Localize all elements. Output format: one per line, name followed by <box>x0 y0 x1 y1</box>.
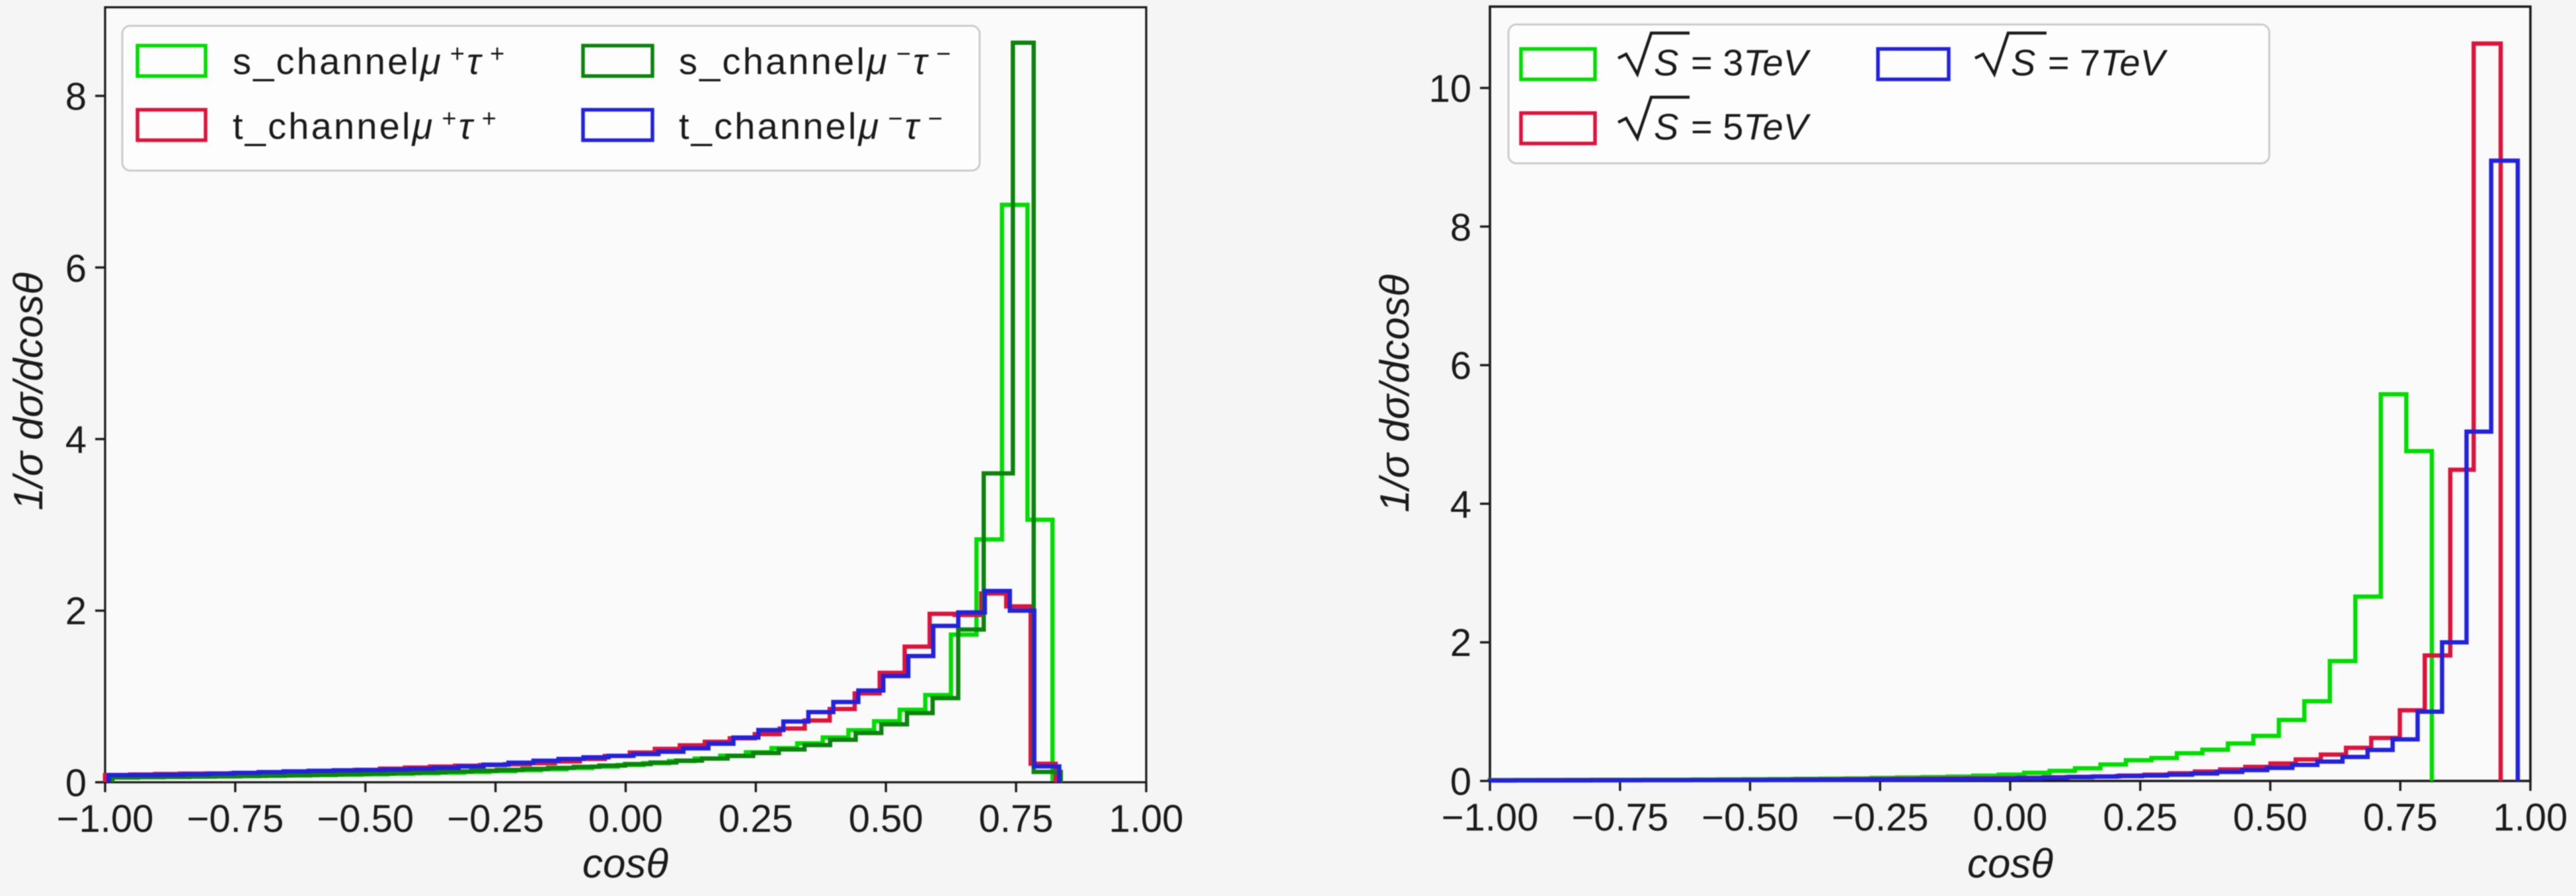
svg-text:S: S <box>2011 42 2035 83</box>
svg-text:0.00: 0.00 <box>1973 796 2048 839</box>
svg-text:0.00: 0.00 <box>588 797 663 840</box>
svg-text:4: 4 <box>65 419 87 462</box>
svg-text:−0.75: −0.75 <box>187 797 284 840</box>
svg-text:6: 6 <box>1450 345 1471 387</box>
svg-text:cosθ: cosθ <box>1967 841 2053 887</box>
svg-text:8: 8 <box>65 75 87 118</box>
svg-text:= 7TeV: = 7TeV <box>2048 42 2168 83</box>
svg-text:2: 2 <box>1450 622 1471 665</box>
svg-text:−0.25: −0.25 <box>1832 796 1929 839</box>
svg-text:−0.50: −0.50 <box>317 797 414 840</box>
svg-text:cosθ: cosθ <box>582 841 668 887</box>
svg-text:0.50: 0.50 <box>2233 796 2308 839</box>
svg-text:4: 4 <box>1450 483 1471 526</box>
svg-text:1.00: 1.00 <box>1109 797 1184 840</box>
svg-text:1/σ dσ/dcosθ: 1/σ dσ/dcosθ <box>1372 274 1418 512</box>
svg-text:−0.50: −0.50 <box>1701 796 1799 839</box>
svg-text:0.25: 0.25 <box>719 797 793 840</box>
svg-text:= 3TeV: = 3TeV <box>1691 42 1811 83</box>
svg-text:6: 6 <box>65 247 87 290</box>
svg-text:10: 10 <box>1428 67 1471 110</box>
svg-text:0.25: 0.25 <box>2103 796 2177 839</box>
svg-text:1.00: 1.00 <box>2493 796 2568 839</box>
svg-text:0: 0 <box>1450 760 1471 803</box>
svg-text:8: 8 <box>1450 206 1471 249</box>
svg-text:S: S <box>1654 42 1678 83</box>
svg-text:= 5TeV: = 5TeV <box>1691 106 1811 147</box>
svg-text:0.75: 0.75 <box>979 797 1054 840</box>
svg-text:S: S <box>1654 106 1678 147</box>
svg-text:t_channelμ −τ −: t_channelμ −τ − <box>679 105 945 147</box>
svg-text:1/σ dσ/dcosθ: 1/σ dσ/dcosθ <box>6 272 52 510</box>
svg-text:−1.00: −1.00 <box>57 797 154 840</box>
svg-text:−0.25: −0.25 <box>447 797 544 840</box>
svg-text:0.50: 0.50 <box>849 797 923 840</box>
svg-text:t_channelμ +τ +: t_channelμ +τ + <box>233 105 498 147</box>
svg-text:−1.00: −1.00 <box>1442 796 1539 839</box>
svg-text:2: 2 <box>65 590 87 633</box>
svg-text:−0.75: −0.75 <box>1571 796 1668 839</box>
svg-text:0: 0 <box>65 762 87 805</box>
svg-text:0.75: 0.75 <box>2363 796 2438 839</box>
